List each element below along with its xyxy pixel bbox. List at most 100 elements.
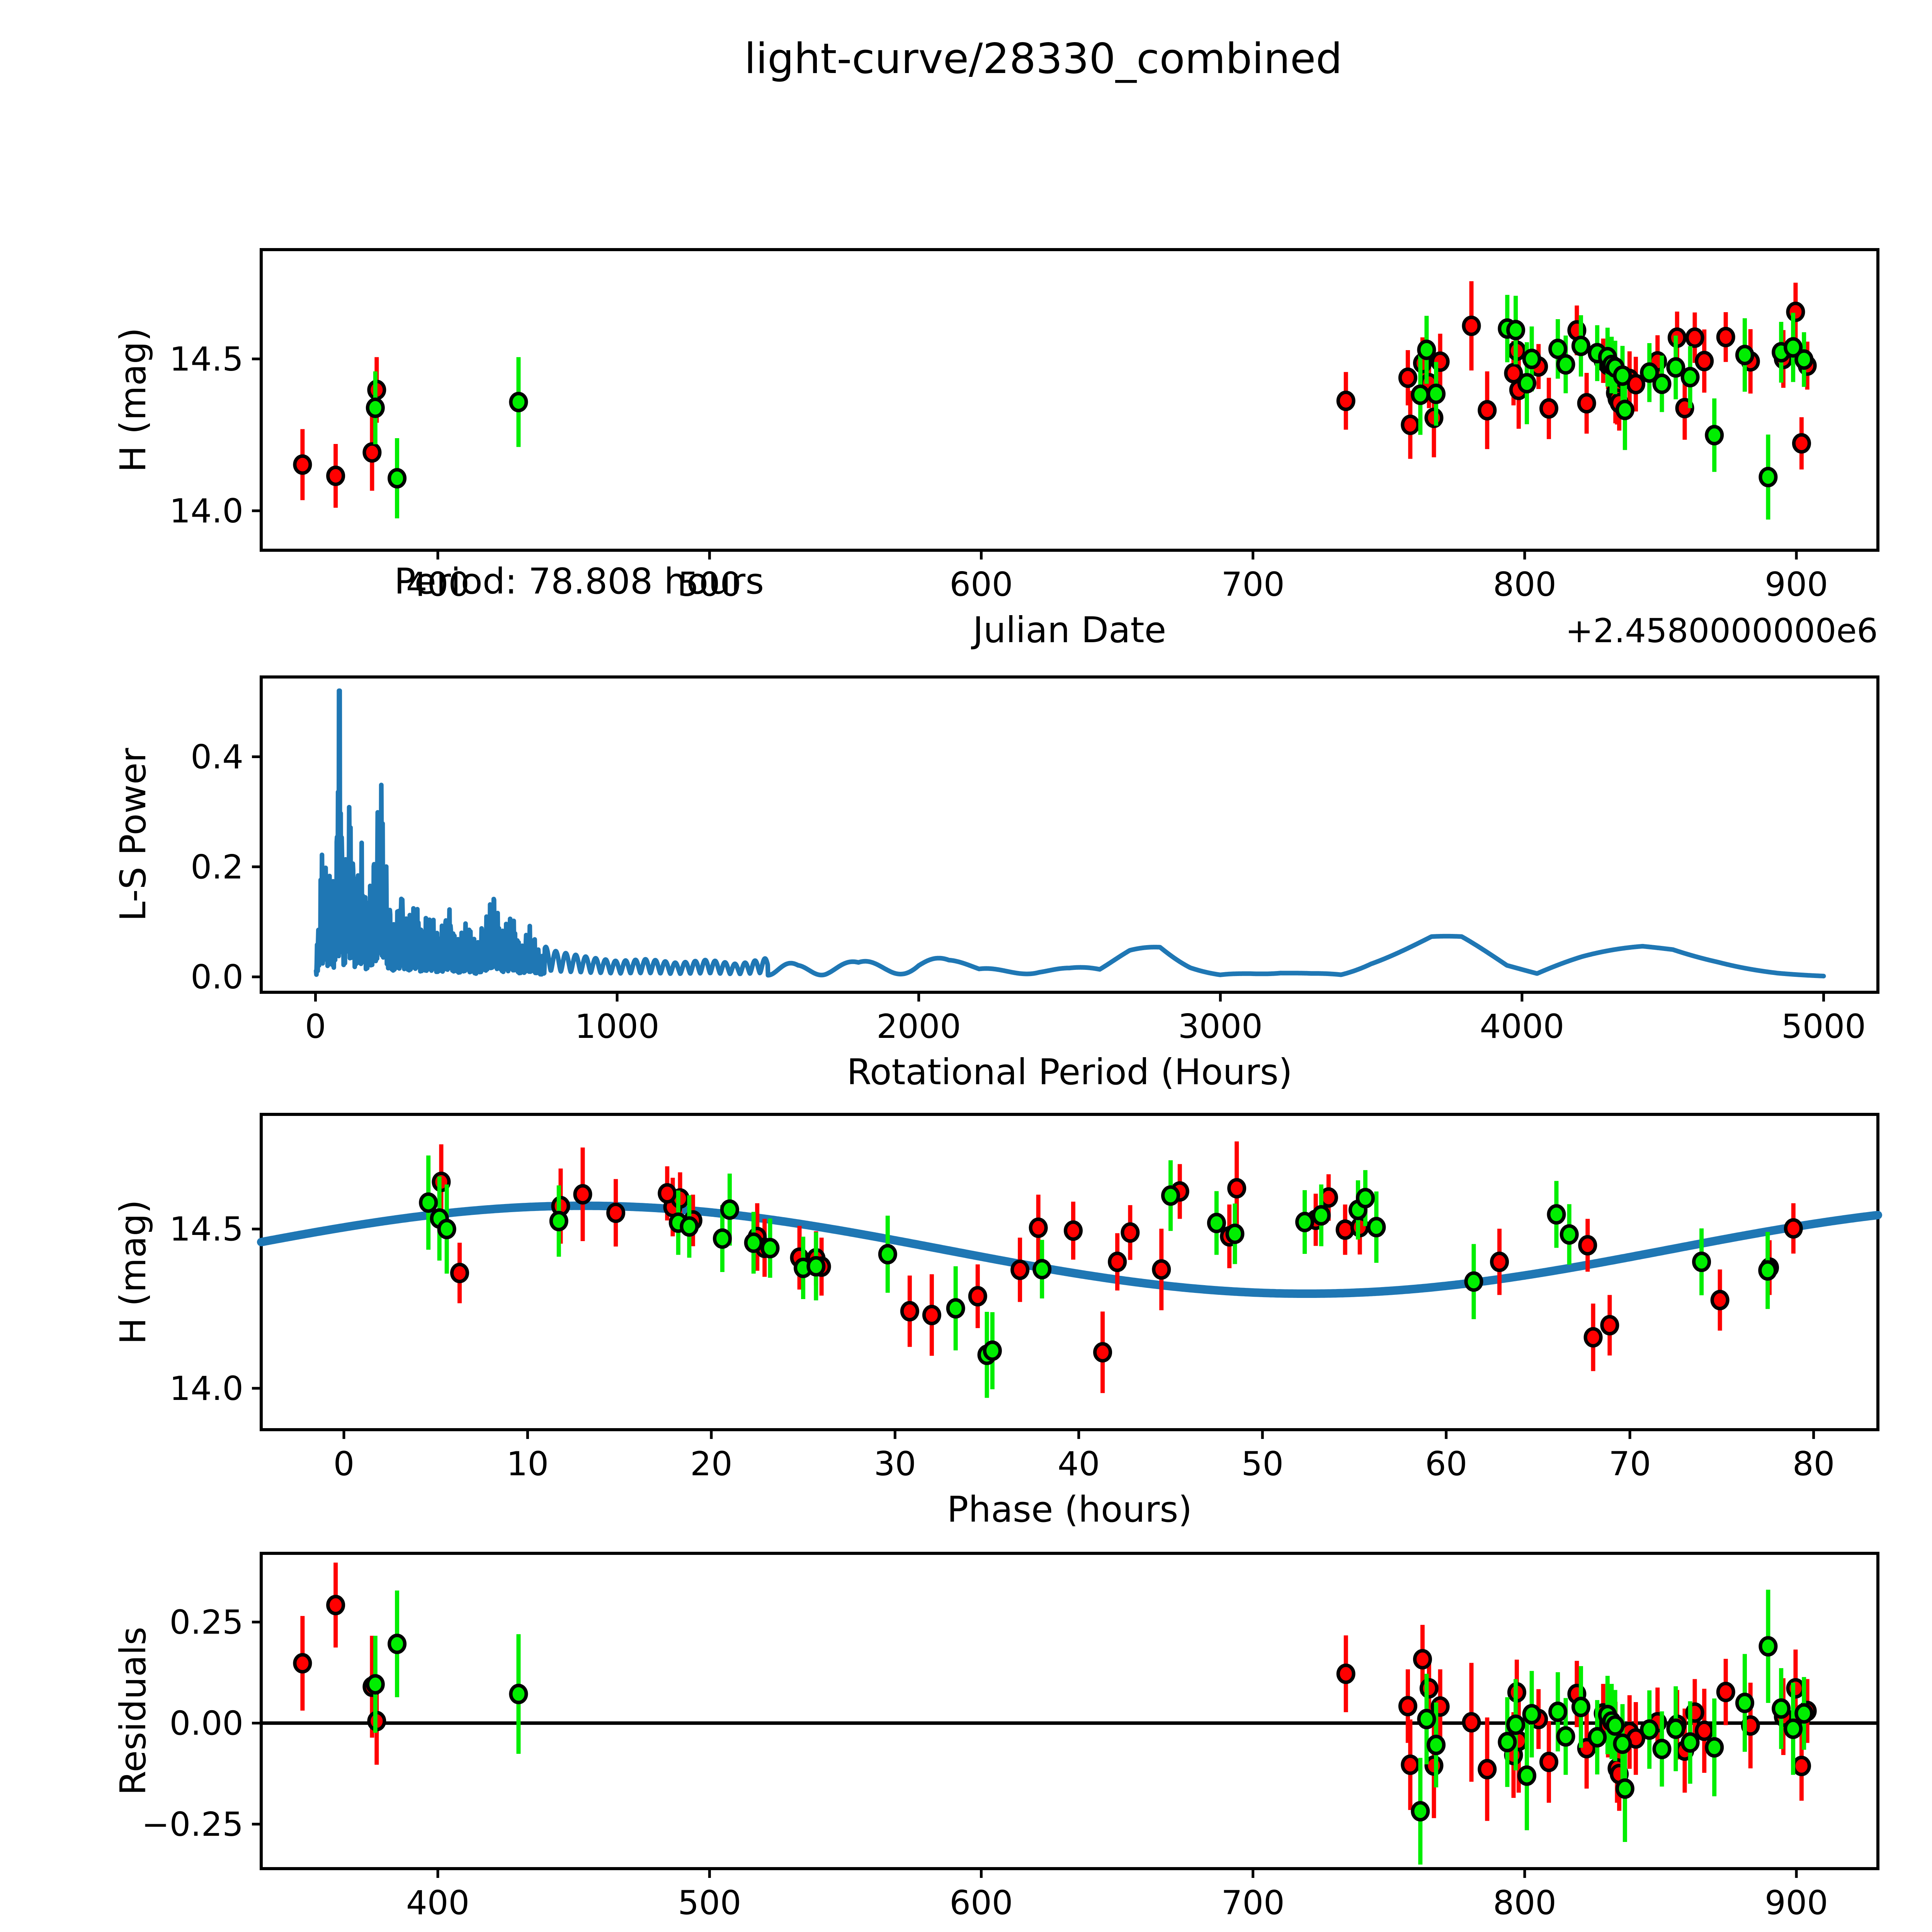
panel-residuals: 400 500 600 700 800 900 −0.25 0.00 0.25 Julian Da… [112, 1552, 1879, 1932]
panel-lightcurve-xticklabel: 700 [1221, 565, 1285, 604]
data-point [1355, 1188, 1375, 1209]
data-point [1398, 1696, 1417, 1716]
panel-periodogram: 0 1000 2000 3000 4000 5000 0.0 0.2 0.4 Rotational… [112, 675, 1879, 1093]
panel-lightcurve-xticklabel: 400 [406, 565, 469, 604]
data-point [1093, 1342, 1112, 1363]
data-point [1539, 398, 1558, 419]
data-point [1786, 301, 1805, 322]
data-point [1427, 1735, 1446, 1755]
data-point [1522, 349, 1541, 369]
sinusoid-fit-curve [257, 1201, 1882, 1298]
ls-power-curve [314, 688, 1826, 979]
data-point [1571, 335, 1590, 356]
data-point [1652, 373, 1672, 394]
data-point [1784, 337, 1803, 358]
data-point [1652, 1738, 1672, 1759]
data-point [1464, 1271, 1483, 1292]
data-point [1548, 338, 1568, 359]
panel-lightcurve-xticklabel: 600 [949, 565, 1013, 604]
panel-residuals-yticklabel: 0.25 [170, 1603, 243, 1642]
data-point [1680, 1732, 1700, 1753]
data-point [1522, 1704, 1541, 1725]
panel-phased-xticklabel: 0 [333, 1445, 355, 1483]
data-point [1064, 1220, 1083, 1241]
data-point [922, 1304, 941, 1325]
panel-lightcurve-xticklabel: 900 [1765, 565, 1828, 604]
panel-periodogram-xaxis-label: Rotational Period (Hours) [847, 1051, 1292, 1093]
data-point [1335, 1219, 1355, 1240]
data-point [1560, 1224, 1579, 1245]
data-point [1685, 327, 1704, 348]
panel-phased-series-green-band [419, 1155, 1777, 1398]
panel-periodogram-yticklabel: 0.2 [190, 848, 243, 886]
period-annotation: Period: 78.808 hours [394, 561, 764, 602]
data-point [878, 1244, 897, 1265]
data-point [1666, 357, 1685, 378]
data-point [1010, 1259, 1030, 1280]
panel-periodogram-yticklabel: 0.0 [190, 958, 243, 997]
data-point [450, 1262, 469, 1283]
data-point [1506, 1714, 1526, 1735]
panel-residuals-xaxis-offset-text: +2.4580000000e6 [1565, 1930, 1878, 1932]
data-point [1032, 1259, 1052, 1280]
panel-phased-xticklabel: 80 [1793, 1445, 1835, 1483]
panel-lightcurve-xaxis-offset-text: +2.4580000000e6 [1565, 612, 1878, 650]
data-point [1336, 390, 1355, 411]
panel-phased-yticklabel: 14.0 [170, 1369, 243, 1408]
data-point [1583, 1327, 1603, 1348]
data-point [806, 1256, 826, 1277]
data-point [1605, 1715, 1625, 1736]
data-point [1227, 1178, 1247, 1199]
data-point [1758, 1260, 1777, 1281]
data-point [1613, 1733, 1632, 1754]
data-point [1640, 1719, 1659, 1740]
data-point [509, 392, 528, 413]
data-point [1705, 1737, 1724, 1758]
panel-residuals-xticklabel: 800 [1493, 1884, 1556, 1922]
panel-periodogram-xticklabel: 0 [305, 1007, 326, 1046]
data-point [1705, 425, 1724, 446]
data-point [388, 1633, 407, 1654]
panel-lightcurve-yticklabel: 14.5 [170, 340, 243, 379]
data-point [1427, 383, 1446, 404]
panel-lightcurve-yticklabel: 14.0 [170, 492, 243, 531]
data-point [1578, 1235, 1597, 1256]
panel-periodogram-xticklabel: 5000 [1781, 1007, 1866, 1046]
data-point [1121, 1222, 1140, 1243]
data-point [1029, 1217, 1048, 1238]
data-point [1417, 1709, 1436, 1730]
data-point [1490, 1252, 1509, 1272]
data-point [1413, 1649, 1432, 1670]
data-point [946, 1298, 965, 1319]
panel-lightcurve-xaxis-label: Julian Date [971, 609, 1166, 651]
data-point [1695, 1720, 1714, 1741]
data-point [1424, 407, 1444, 428]
data-point [509, 1684, 528, 1704]
data-point [437, 1219, 456, 1240]
panel-periodogram-yticklabel: 0.4 [190, 738, 243, 776]
data-point [1772, 1698, 1791, 1719]
data-point [1735, 1692, 1754, 1713]
panel-residuals-yaxis-label: Residuals [112, 1627, 154, 1795]
data-point [1498, 1732, 1517, 1753]
figure-title: light-curve/28330_combined [744, 35, 1342, 83]
panel-residuals-yticklabel: 0.00 [170, 1704, 243, 1743]
panel-residuals-xticklabel: 900 [1765, 1884, 1828, 1922]
data-point [326, 1595, 345, 1616]
data-point [968, 1286, 987, 1307]
panel-phased-xticklabel: 30 [874, 1445, 916, 1483]
data-point [720, 1199, 739, 1220]
data-point [1626, 374, 1645, 395]
panel-phased-xticklabel: 40 [1058, 1445, 1100, 1483]
panel-residuals-xticklabel: 500 [678, 1884, 741, 1922]
data-point [1108, 1252, 1127, 1272]
data-point [1794, 349, 1814, 370]
panel-phased-xticklabel: 50 [1242, 1445, 1284, 1483]
data-point [1716, 327, 1735, 347]
panel-phased-axes-frame [260, 1113, 1879, 1431]
data-point [680, 1216, 699, 1237]
data-point [1615, 400, 1634, 420]
data-point [1666, 1718, 1685, 1739]
